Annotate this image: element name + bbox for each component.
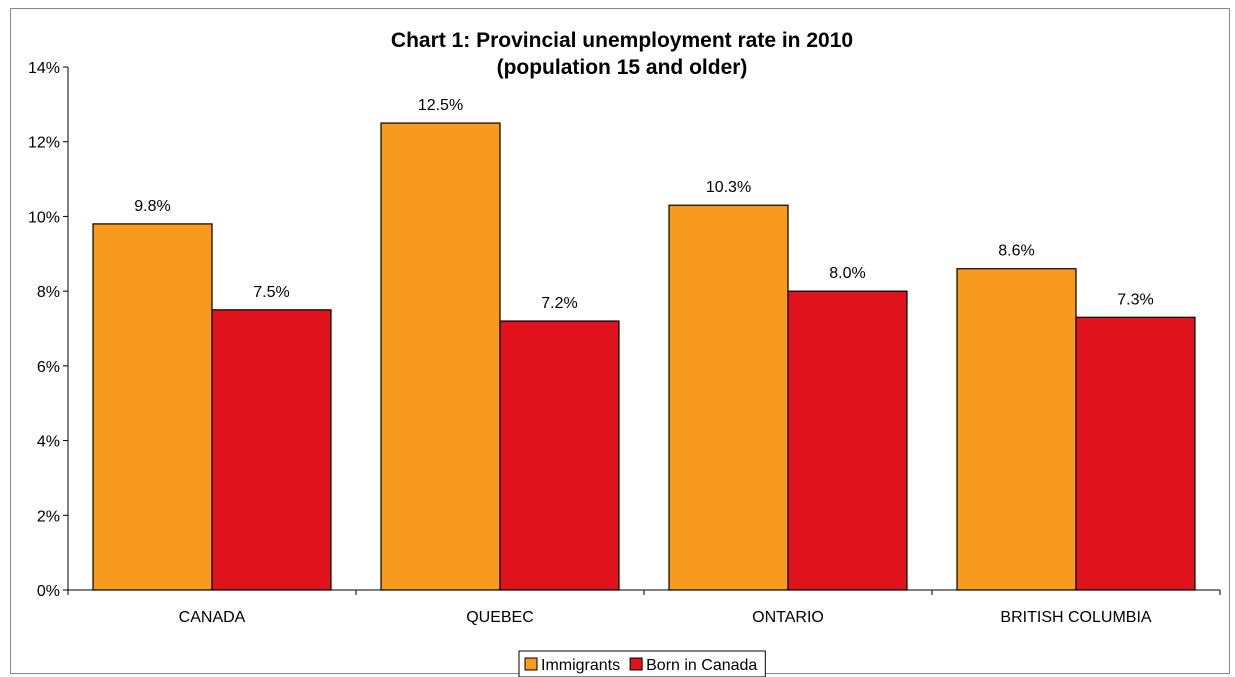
bar [956,268,1077,591]
chart-subtitle: (population 15 and older) [497,56,748,79]
data-label: 7.5% [253,284,289,301]
category-label: QUEBEC [466,609,534,626]
chart-title: Chart 1: Provincial unemployment rate in… [391,29,853,52]
category-label: CANADA [179,609,246,626]
y-tick-label: 4% [37,434,60,451]
data-label: 8.6% [998,243,1034,260]
legend-swatch [524,657,538,671]
bar [211,309,332,591]
y-tick-label: 0% [37,583,60,600]
bars: 9.8% 7.5% 12.5% 7.2% 10.3% 8.0% 8.6% 7.3% [92,97,1196,591]
y-tick-label: 2% [37,508,60,525]
category-label: ONTARIO [752,609,824,626]
y-tick-label: 14% [28,60,60,77]
legend-label: Immigrants [541,657,620,674]
y-tick-label: 10% [28,209,60,226]
bar [380,122,501,591]
legend-label: Born in Canada [646,657,757,674]
data-label: 7.2% [541,295,577,312]
data-label: 9.8% [134,198,170,215]
legend-swatch [629,657,643,671]
y-tick-label: 12% [28,135,60,152]
y-tick-label: 6% [37,359,60,376]
y-tick-label: 8% [37,284,60,301]
bar [1075,316,1196,591]
data-label: 12.5% [418,97,463,114]
data-label: 8.0% [829,265,865,282]
category-label: BRITISH COLUMBIA [1000,609,1151,626]
bar [787,290,908,591]
bar [499,320,620,591]
bar [668,204,789,591]
bar [92,223,213,591]
legend: Immigrants Born in Canada [518,650,766,677]
data-label: 10.3% [706,179,751,196]
data-label: 7.3% [1117,291,1153,308]
